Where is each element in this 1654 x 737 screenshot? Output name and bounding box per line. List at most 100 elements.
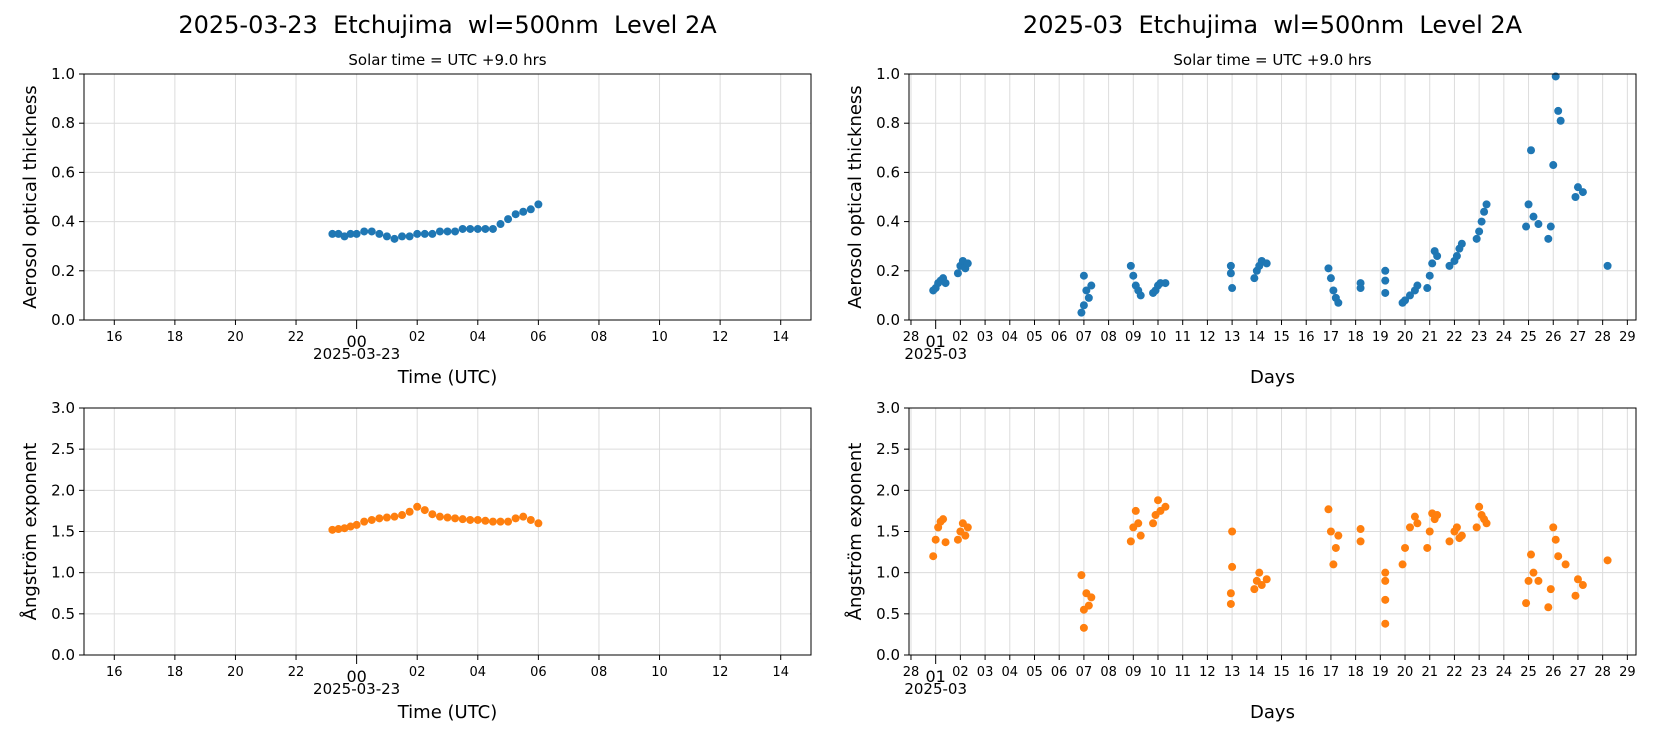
x-tick-label: 17 [1323, 330, 1340, 345]
x-tick-label: 13 [1224, 330, 1241, 345]
point [1551, 535, 1560, 544]
point [1549, 523, 1558, 532]
x-tick-label: 02 [952, 665, 969, 680]
x-tick-label: 24 [1496, 665, 1513, 680]
x-tick-label: 22 [1446, 665, 1463, 680]
point [443, 227, 452, 236]
x-tick-label: 10 [1150, 665, 1167, 680]
x-tick-label: 14 [1249, 330, 1266, 345]
point [1084, 601, 1093, 610]
x-tick-label: 27 [1570, 330, 1587, 345]
x-tick-label: 00 [346, 667, 366, 686]
x-tick-label: 11 [1174, 665, 1191, 680]
point [1324, 264, 1333, 273]
point [1405, 523, 1414, 532]
point [1522, 222, 1531, 231]
point [405, 232, 414, 241]
point [390, 512, 399, 521]
x-tick-label: 18 [1347, 665, 1364, 680]
y-tick-label: 3.0 [876, 399, 900, 417]
x-tick-label: 27 [1570, 665, 1587, 680]
panel: 2025-03 Etchujima wl=500nm Level 2A Solar… [845, 11, 1637, 388]
y-tick-label: 0.5 [876, 605, 900, 623]
point [1457, 239, 1466, 248]
point [1571, 591, 1580, 600]
x-tick-label: 23 [1471, 665, 1488, 680]
x-tick-label: 29 [1619, 330, 1636, 345]
point [473, 515, 482, 524]
point [1250, 585, 1259, 594]
point [466, 515, 475, 524]
x-date-label: 2025-03 [904, 345, 967, 363]
point [939, 515, 948, 524]
y-tick-label: 1.0 [51, 65, 75, 83]
x-tick-label: 06 [530, 330, 547, 345]
point [1082, 286, 1091, 295]
point [504, 215, 513, 224]
point [481, 516, 490, 525]
point [1475, 227, 1484, 236]
x-tick-label: 26 [1545, 665, 1562, 680]
x-date-label: 2025-03-23 [313, 345, 400, 363]
x-tick-label: 12 [1199, 330, 1216, 345]
point [360, 227, 369, 236]
point [1554, 552, 1563, 561]
x-tick-label: 14 [772, 330, 789, 345]
plot-frame [908, 407, 1637, 656]
point [1087, 593, 1096, 602]
point [1475, 502, 1484, 511]
point [1226, 589, 1235, 598]
x-tick-label: 11 [1174, 330, 1191, 345]
y-axis-label: Ångström exponent [844, 443, 866, 621]
point [963, 259, 972, 268]
x-tick-label: 24 [1496, 330, 1513, 345]
point [451, 514, 460, 523]
point [1544, 603, 1553, 612]
point [1356, 525, 1365, 534]
point [451, 227, 460, 236]
point [1079, 271, 1088, 280]
point [1262, 259, 1271, 268]
y-tick-label: 1.0 [51, 564, 75, 582]
point [1405, 291, 1414, 300]
point [328, 525, 337, 534]
point [1161, 279, 1170, 288]
point [1554, 106, 1563, 115]
y-tick-label: 0.0 [51, 311, 75, 329]
point [496, 220, 505, 229]
point [1556, 116, 1565, 125]
point [1578, 188, 1587, 197]
point [375, 229, 384, 238]
y-tick-label: 0.6 [51, 163, 75, 181]
point [328, 229, 337, 238]
point [1401, 296, 1410, 305]
point [1544, 234, 1553, 243]
point [346, 229, 355, 238]
point [1546, 222, 1555, 231]
point [931, 535, 940, 544]
point [929, 552, 938, 561]
x-tick-label: 26 [1545, 330, 1562, 345]
panel: 0.0 0.5 1.0 1.5 2.0 2.5 3.0 16 18 20 22 00 02 04 06 08 1… [19, 399, 812, 723]
point [1257, 581, 1266, 590]
x-tick-label: 08 [1100, 330, 1117, 345]
x-tick-label: 17 [1323, 665, 1340, 680]
point [1149, 519, 1158, 528]
y-tick-label: 3.0 [51, 399, 75, 417]
point [405, 507, 414, 516]
x-tick-label: 28 [1594, 665, 1611, 680]
x-tick-label: 06 [1051, 330, 1068, 345]
point [1527, 550, 1536, 559]
point [496, 517, 505, 526]
point [435, 227, 444, 236]
point [1226, 599, 1235, 608]
x-tick-label: 20 [1397, 665, 1414, 680]
point [1136, 291, 1145, 300]
point [1262, 575, 1271, 584]
point [1398, 560, 1407, 569]
point [1250, 274, 1259, 283]
point [1573, 575, 1582, 584]
point [367, 515, 376, 524]
